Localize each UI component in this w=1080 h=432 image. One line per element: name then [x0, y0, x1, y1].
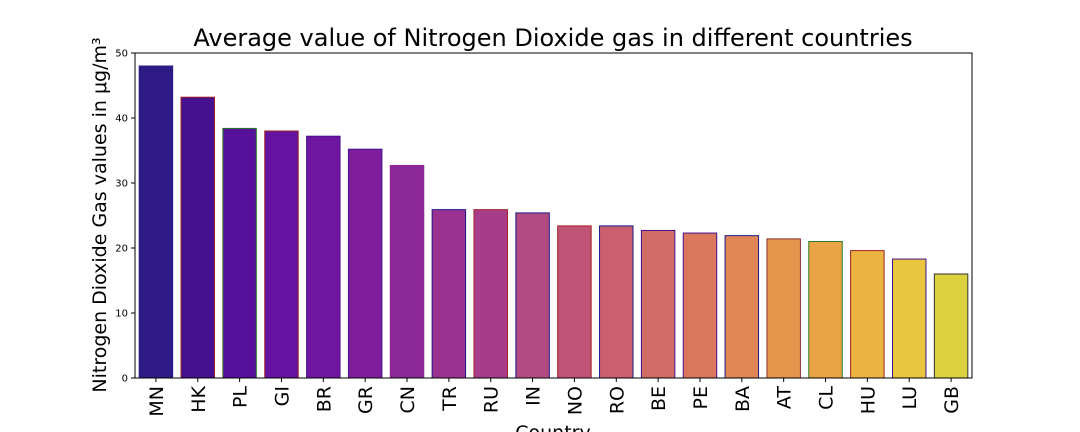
- bar-br: [306, 135, 341, 379]
- x-tick-label: IN: [523, 386, 545, 406]
- bar-gi: [264, 130, 299, 379]
- x-tick-label: AT: [774, 386, 796, 410]
- bar-gb: [933, 273, 969, 379]
- y-tick-label: 40: [115, 114, 128, 125]
- x-axis: MN HK PL GI BR GR CN TR RU IN NO RO BE PE BA AT CL HU LU GB: [146, 378, 963, 417]
- y-tick-label: 0: [122, 374, 128, 385]
- chart-title: Average value of Nitrogen Dioxide gas in…: [193, 24, 912, 52]
- x-tick-label: HK: [188, 385, 210, 412]
- bar-hk: [180, 96, 216, 379]
- x-axis-label: Country: [515, 422, 590, 432]
- bar-ba: [724, 235, 760, 379]
- x-tick-label: NO: [564, 386, 586, 415]
- bars-group: [138, 65, 969, 379]
- x-tick-label: CN: [397, 386, 419, 413]
- y-axis: 0 10 20 30 40 50: [115, 49, 135, 385]
- x-tick-label: BA: [732, 386, 754, 412]
- x-tick-label: GI: [271, 386, 293, 406]
- y-tick-label: 50: [115, 49, 128, 60]
- plot-frame: [134, 52, 973, 379]
- y-tick-label: 20: [115, 244, 128, 255]
- x-tick-label: GB: [941, 386, 963, 414]
- bar-ru: [473, 209, 508, 379]
- bar-mn: [138, 65, 174, 379]
- x-tick-label: HU: [857, 386, 879, 414]
- x-tick-label: BR: [313, 386, 335, 412]
- bar-ro: [599, 225, 634, 379]
- x-tick-label: MN: [146, 386, 168, 417]
- bar-pe: [682, 232, 718, 379]
- bar-in: [515, 212, 550, 379]
- x-tick-label: RU: [481, 386, 503, 413]
- x-tick-label: LU: [899, 386, 921, 410]
- bar-pl: [222, 127, 257, 379]
- x-tick-label: CL: [816, 386, 838, 410]
- x-tick-label: RO: [606, 386, 628, 414]
- bar-lu: [891, 258, 927, 379]
- y-axis-label: Nitrogen Dioxide Gas values in μg/m³: [89, 37, 111, 392]
- bar-hu: [850, 250, 885, 379]
- bar-be: [640, 229, 676, 379]
- bar-tr: [431, 209, 467, 379]
- x-tick-label: TR: [439, 386, 461, 412]
- y-tick-label: 10: [115, 309, 128, 320]
- x-tick-label: BE: [648, 386, 670, 411]
- bar-at: [766, 238, 801, 379]
- bar-cl: [808, 241, 843, 379]
- y-tick-label: 30: [115, 179, 128, 190]
- bar-cn: [389, 164, 425, 379]
- x-tick-label: GR: [355, 386, 377, 414]
- x-tick-label: PL: [230, 386, 252, 408]
- x-tick-label: PE: [690, 386, 712, 409]
- bar-no: [557, 225, 592, 379]
- bar-gr: [347, 148, 383, 379]
